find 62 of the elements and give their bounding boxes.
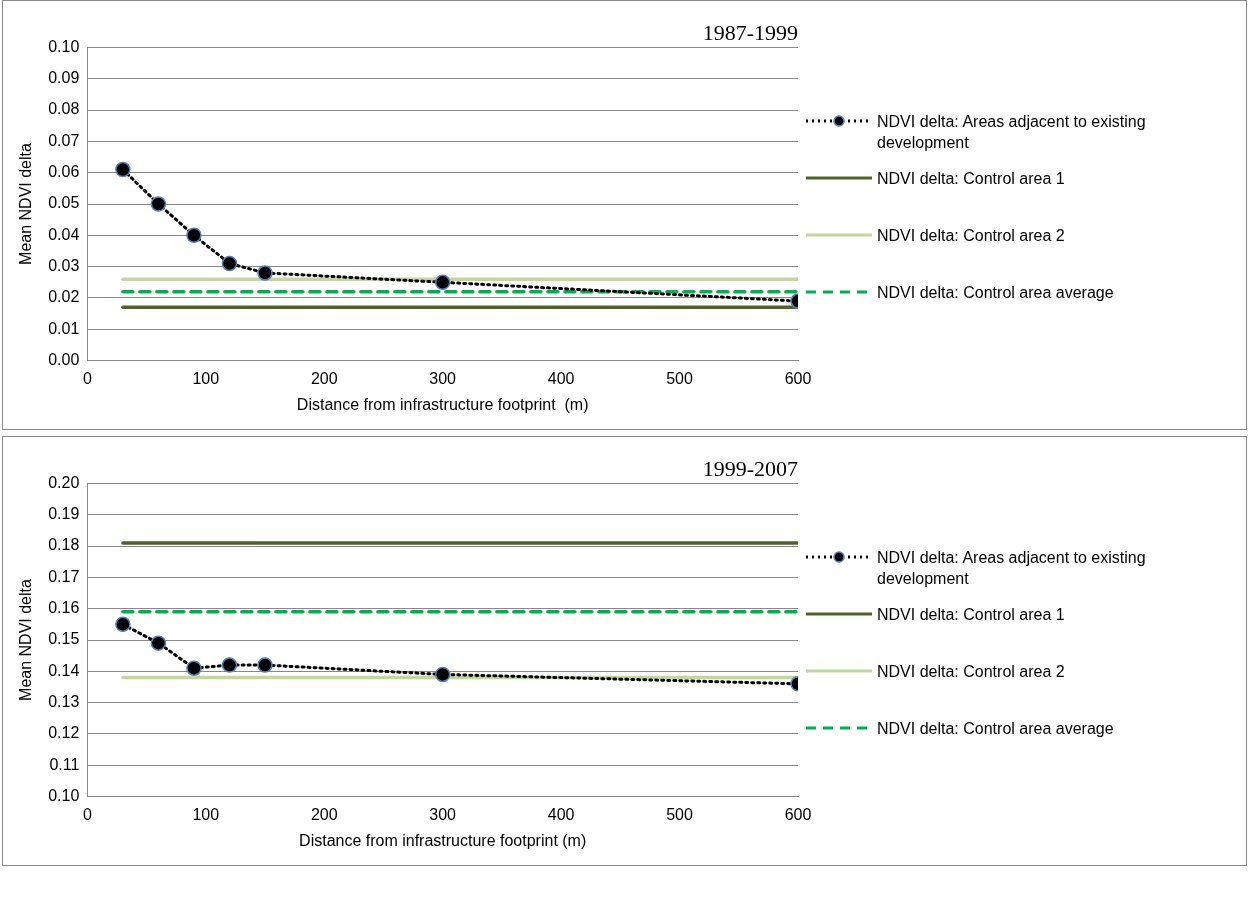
point <box>434 666 451 683</box>
legend-label: NDVI delta: Control area 2 <box>877 662 1066 682</box>
legend-label: NDVI delta: Areas adjacent to existing development <box>877 112 1147 153</box>
y-tick-label: 0.04 <box>48 225 80 243</box>
x-tick-label: 400 <box>547 805 575 823</box>
y-tick-label: 0.14 <box>48 661 80 679</box>
y-tick-label: 0.20 <box>48 473 80 491</box>
y-tick-label: 0.02 <box>48 288 80 306</box>
y-tick-label: 0.15 <box>48 630 80 648</box>
point <box>257 265 273 281</box>
point <box>150 635 167 651</box>
y-axis-title: Mean NDVI delta <box>17 142 35 265</box>
x-tick-label: 400 <box>547 369 575 387</box>
y-tick-label: 0.10 <box>48 787 80 805</box>
x-tick-label: 300 <box>429 805 457 823</box>
legend-label: NDVI delta: Areas adjacent to existing development <box>877 548 1147 589</box>
y-tick-label: 0.18 <box>48 536 80 554</box>
legend-label: NDVI delta: Control area 1 <box>877 605 1066 625</box>
chart-title: 1999-2007 <box>702 455 798 481</box>
x-tick-label: 0 <box>82 369 92 387</box>
y-tick-label: 0.07 <box>48 131 80 149</box>
point <box>257 657 273 673</box>
y-tick-label: 0.01 <box>48 319 80 337</box>
y-tick-label: 0.08 <box>48 100 80 118</box>
legend-label: NDVI delta: Control area average <box>877 719 1115 739</box>
y-axis-title: Mean NDVI delta <box>17 578 35 701</box>
x-tick-label: 600 <box>784 805 812 823</box>
x-axis-title: Distance from infrastructure footprint (m) <box>299 831 587 849</box>
x-tick-label: 100 <box>192 369 220 387</box>
y-tick-label: 0.03 <box>48 257 80 275</box>
y-tick-label: 0.12 <box>48 724 80 742</box>
y-tick-label: 0.16 <box>48 599 80 617</box>
legend-label: NDVI delta: Control area average <box>877 283 1115 303</box>
y-tick-label: 0.17 <box>48 567 80 585</box>
point <box>221 657 238 673</box>
x-tick-label: 200 <box>310 369 338 387</box>
y-tick-label: 0.19 <box>48 505 80 523</box>
point <box>115 161 131 178</box>
legend-label: NDVI delta: Control area 1 <box>877 169 1066 189</box>
y-tick-label: 0.09 <box>48 69 80 87</box>
legend-label: NDVI delta: Control area 2 <box>877 226 1066 246</box>
point <box>434 274 451 291</box>
y-tick-label: 0.06 <box>48 163 80 181</box>
y-tick-label: 0.00 <box>48 351 80 369</box>
chart-title: 1987-1999 <box>702 19 798 45</box>
y-tick-label: 0.10 <box>48 37 80 55</box>
x-axis-title: Distance from infrastructure footprint (m) <box>296 395 589 413</box>
point <box>115 616 131 633</box>
x-tick-label: 200 <box>310 805 338 823</box>
x-tick-label: 100 <box>192 805 220 823</box>
point <box>186 660 202 676</box>
point <box>186 227 202 244</box>
x-tick-label: 0 <box>82 805 92 823</box>
y-tick-label: 0.13 <box>48 693 80 711</box>
y-tick-label: 0.05 <box>48 194 80 212</box>
point <box>221 255 238 272</box>
y-tick-label: 0.11 <box>49 755 80 773</box>
x-tick-label: 600 <box>784 369 812 387</box>
point <box>150 196 167 212</box>
x-tick-label: 500 <box>666 805 693 823</box>
x-tick-label: 300 <box>429 369 457 387</box>
x-tick-label: 500 <box>666 369 693 387</box>
